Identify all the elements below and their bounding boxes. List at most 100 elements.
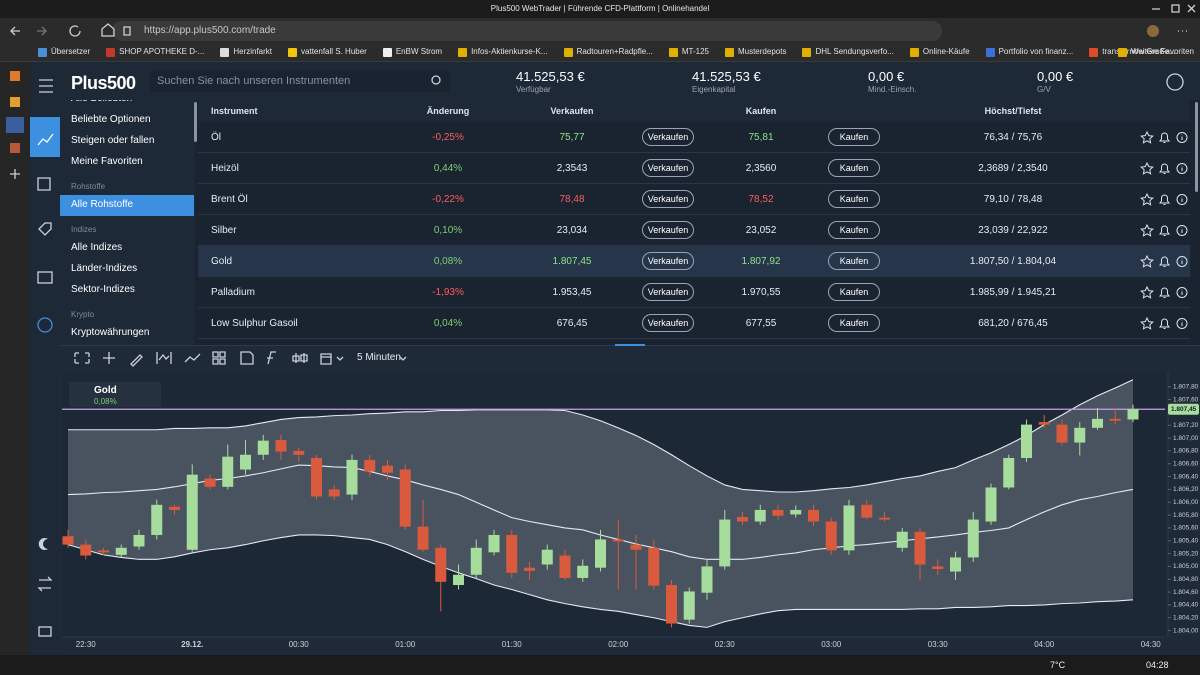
bookmark[interactable]: MT-125: [681, 47, 709, 56]
table-row[interactable]: Brent Öl -0,22% 78,48 78,52 79,10 / 78,48 Ver…: [198, 184, 1190, 215]
bookmark[interactable]: SHOP APOTHEKE D-...: [119, 47, 205, 56]
info-icon[interactable]: [1176, 225, 1188, 236]
tab-icon[interactable]: [10, 143, 20, 153]
table-row[interactable]: Silber 0,10% 23,034 23,052 23,039 / 22,922 Ve…: [198, 215, 1190, 246]
home-icon[interactable]: [101, 23, 115, 37]
compare-tool[interactable]: [292, 353, 308, 363]
trade-icon[interactable]: [37, 133, 54, 146]
favorite-icon[interactable]: [1140, 223, 1154, 237]
bookmark[interactable]: EnBW Strom: [395, 47, 443, 56]
dark-mode-icon[interactable]: [38, 538, 48, 551]
alert-icon[interactable]: [1159, 225, 1170, 236]
bookmark[interactable]: Weitere Favoriten: [1131, 47, 1194, 56]
funds-icon[interactable]: [37, 317, 53, 333]
url-field[interactable]: [112, 21, 942, 41]
fx-tool[interactable]: [267, 351, 276, 365]
search-box[interactable]: [150, 70, 450, 92]
favorite-icon[interactable]: [1140, 192, 1154, 206]
favorite-icon[interactable]: [1140, 254, 1154, 268]
reload-icon[interactable]: [69, 25, 81, 37]
bookmark[interactable]: Radtouren+Radpfle...: [576, 47, 653, 56]
layout-tool[interactable]: [212, 351, 226, 365]
trade-button[interactable]: Verkaufen: [642, 159, 694, 177]
trade-button[interactable]: Kaufen: [828, 314, 880, 332]
trade-button[interactable]: Verkaufen: [642, 128, 694, 146]
profile-icon[interactable]: [1147, 25, 1159, 37]
bookmark[interactable]: Infos-Aktienkurse-K...: [471, 47, 548, 56]
tab-icon-active[interactable]: [6, 117, 24, 133]
alert-icon[interactable]: [1159, 318, 1170, 329]
chat-icon[interactable]: [38, 626, 52, 637]
table-row[interactable]: Low Sulphur Gasoil 0,04% 676,45 677,55 681,2…: [198, 308, 1190, 339]
trade-button[interactable]: Verkaufen: [642, 190, 694, 208]
alert-icon[interactable]: [1159, 163, 1170, 174]
trade-button[interactable]: Kaufen: [828, 221, 880, 239]
trade-button[interactable]: Verkaufen: [642, 221, 694, 239]
switch-icon[interactable]: [37, 576, 53, 592]
bookmark[interactable]: Musterdepots: [737, 47, 787, 56]
trade-button[interactable]: Kaufen: [828, 190, 880, 208]
trade-button[interactable]: Kaufen: [828, 159, 880, 177]
back-icon[interactable]: [10, 26, 20, 36]
trade-button[interactable]: Verkaufen: [642, 252, 694, 270]
menu-icon[interactable]: [39, 79, 53, 93]
alert-icon[interactable]: [1159, 287, 1170, 298]
menu-item[interactable]: Länder-Indizes: [71, 263, 138, 274]
favorite-icon[interactable]: [1140, 161, 1154, 175]
alert-icon[interactable]: [1159, 194, 1170, 205]
indicator-tool[interactable]: [156, 352, 172, 364]
bookmark[interactable]: Herzinfarkt: [233, 47, 273, 56]
trade-button[interactable]: Kaufen: [828, 252, 880, 270]
menu-item[interactable]: Alle Indizes: [71, 242, 123, 253]
interval-select[interactable]: 5 Minuten: [357, 352, 401, 363]
info-icon[interactable]: [1176, 287, 1188, 298]
menu-item[interactable]: Alle Rohstoffe: [71, 199, 134, 210]
positions-icon[interactable]: [37, 177, 51, 191]
menu-item[interactable]: Sektor-Indizes: [71, 284, 135, 295]
info-icon[interactable]: [1176, 194, 1188, 205]
window-controls[interactable]: [1152, 4, 1196, 13]
splitter[interactable]: [615, 344, 645, 346]
menu-item[interactable]: Beliebte Optionen: [71, 114, 151, 125]
table-row[interactable]: Heizöl 0,44% 2,3543 2,3560 2,3689 / 2,3540 Ve…: [198, 153, 1190, 184]
crosshair-tool[interactable]: [103, 352, 115, 364]
favorite-icon[interactable]: [1140, 130, 1154, 144]
menu-item[interactable]: Steigen oder fallen: [71, 135, 155, 146]
save-tool[interactable]: [240, 351, 254, 365]
draw-tool[interactable]: [130, 354, 143, 367]
info-icon[interactable]: [1176, 256, 1188, 267]
orders-icon[interactable]: [38, 222, 52, 236]
favorite-icon[interactable]: [1140, 285, 1154, 299]
table-row[interactable]: Gold 0,08% 1.807,45 1.807,92 1.807,50 / 1.80…: [198, 246, 1190, 277]
favorite-icon[interactable]: [1140, 316, 1154, 330]
account-icon[interactable]: [1166, 73, 1184, 91]
info-icon[interactable]: [1176, 318, 1188, 329]
fullscreen-tool[interactable]: [74, 352, 90, 364]
trade-button[interactable]: Kaufen: [828, 128, 880, 146]
info-icon[interactable]: [1176, 132, 1188, 143]
bookmark[interactable]: Portfolio von finanz...: [998, 47, 1074, 56]
table-row[interactable]: Öl -0,25% 75,77 75,81 76,34 / 75,76 Verkaufen…: [198, 122, 1190, 153]
alert-icon[interactable]: [1159, 132, 1170, 143]
alert-icon[interactable]: [1159, 256, 1170, 267]
menu-item[interactable]: Kryptowährungen: [71, 327, 150, 338]
bookmark[interactable]: Online-Käufe: [922, 47, 970, 56]
bookmark[interactable]: transfernow Große...: [1102, 47, 1176, 56]
table-row[interactable]: Palladium -1,93% 1.953,45 1.970,55 1.985,99 …: [198, 277, 1190, 308]
menu-item[interactable]: Meine Favoriten: [71, 156, 143, 167]
trade-button[interactable]: Verkaufen: [642, 314, 694, 332]
nav-active[interactable]: [30, 117, 60, 157]
new-tab-icon[interactable]: [10, 169, 20, 179]
trend-tool[interactable]: [184, 353, 201, 363]
trade-button[interactable]: Verkaufen: [642, 283, 694, 301]
trade-button[interactable]: Kaufen: [828, 283, 880, 301]
tab-icon[interactable]: [10, 71, 20, 81]
bookmark[interactable]: Übersetzer: [51, 47, 91, 56]
search-icon[interactable]: [431, 75, 441, 85]
bookmark[interactable]: vattenfall S. Huber: [301, 47, 367, 56]
menu-item[interactable]: Alle Beliebten: [71, 100, 132, 104]
bookmark[interactable]: DHL Sendungsverfo...: [815, 47, 894, 56]
tab-icon[interactable]: [10, 97, 20, 107]
info-icon[interactable]: [1176, 163, 1188, 174]
portfolio-icon[interactable]: [37, 271, 53, 284]
